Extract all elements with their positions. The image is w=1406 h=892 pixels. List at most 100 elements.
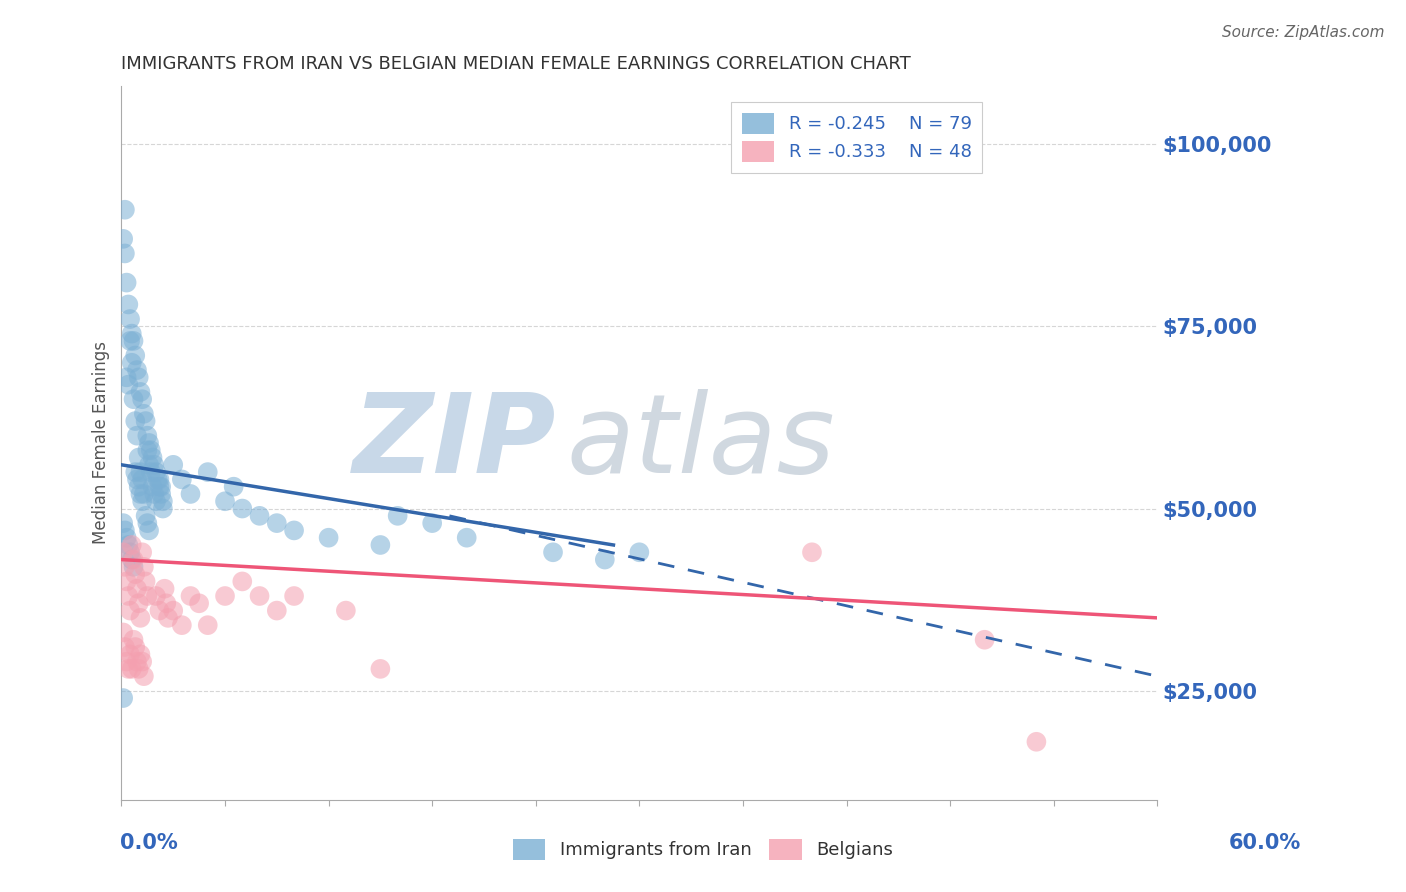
- Point: [128, 480, 150, 494]
- Point: [117, 538, 139, 552]
- Point: [121, 552, 143, 566]
- Point: [131, 392, 153, 407]
- Legend: R = -0.245    N = 79, R = -0.333    N = 48: R = -0.245 N = 79, R = -0.333 N = 48: [731, 102, 983, 172]
- Point: [121, 356, 143, 370]
- Point: [129, 648, 152, 662]
- Point: [117, 589, 139, 603]
- Point: [136, 428, 159, 442]
- Legend: Immigrants from Iran, Belgians: Immigrants from Iran, Belgians: [506, 831, 900, 867]
- Point: [179, 589, 201, 603]
- Point: [188, 596, 211, 610]
- Point: [128, 370, 150, 384]
- Point: [148, 604, 170, 618]
- Point: [152, 501, 174, 516]
- Point: [129, 611, 152, 625]
- Point: [197, 618, 219, 632]
- Point: [387, 508, 409, 523]
- Point: [117, 377, 139, 392]
- Point: [153, 582, 176, 596]
- Point: [122, 632, 145, 647]
- Point: [214, 494, 236, 508]
- Point: [129, 465, 152, 479]
- Point: [139, 443, 162, 458]
- Point: [117, 297, 139, 311]
- Point: [125, 428, 148, 442]
- Point: [128, 450, 150, 465]
- Point: [214, 589, 236, 603]
- Point: [120, 604, 142, 618]
- Point: [114, 640, 136, 654]
- Point: [125, 582, 148, 596]
- Point: [122, 334, 145, 348]
- Point: [131, 494, 153, 508]
- Point: [139, 465, 162, 479]
- Point: [114, 246, 136, 260]
- Point: [132, 407, 155, 421]
- Y-axis label: Median Female Earnings: Median Female Earnings: [93, 342, 110, 544]
- Point: [370, 662, 392, 676]
- Point: [266, 604, 288, 618]
- Point: [148, 472, 170, 486]
- Point: [115, 574, 138, 589]
- Point: [973, 632, 995, 647]
- Point: [456, 531, 478, 545]
- Point: [162, 458, 184, 472]
- Point: [124, 640, 146, 654]
- Point: [266, 516, 288, 530]
- Point: [124, 465, 146, 479]
- Point: [170, 472, 193, 486]
- Point: [593, 552, 616, 566]
- Point: [136, 589, 159, 603]
- Point: [150, 487, 173, 501]
- Point: [283, 589, 305, 603]
- Point: [115, 531, 138, 545]
- Point: [135, 508, 157, 523]
- Text: atlas: atlas: [567, 390, 835, 497]
- Point: [143, 458, 166, 472]
- Text: ZIP: ZIP: [353, 390, 557, 497]
- Point: [120, 648, 142, 662]
- Point: [117, 662, 139, 676]
- Point: [135, 574, 157, 589]
- Point: [112, 691, 135, 706]
- Point: [335, 604, 357, 618]
- Point: [132, 669, 155, 683]
- Point: [112, 545, 135, 559]
- Point: [114, 202, 136, 217]
- Point: [115, 276, 138, 290]
- Point: [132, 559, 155, 574]
- Point: [1025, 735, 1047, 749]
- Point: [122, 559, 145, 574]
- Point: [114, 559, 136, 574]
- Point: [283, 524, 305, 538]
- Point: [162, 604, 184, 618]
- Point: [138, 458, 160, 472]
- Point: [122, 552, 145, 566]
- Point: [801, 545, 824, 559]
- Point: [370, 538, 392, 552]
- Text: Source: ZipAtlas.com: Source: ZipAtlas.com: [1222, 25, 1385, 40]
- Point: [129, 487, 152, 501]
- Point: [112, 516, 135, 530]
- Point: [157, 611, 180, 625]
- Point: [138, 436, 160, 450]
- Point: [121, 662, 143, 676]
- Point: [124, 349, 146, 363]
- Point: [148, 480, 170, 494]
- Point: [146, 472, 169, 486]
- Point: [128, 596, 150, 610]
- Point: [124, 414, 146, 428]
- Point: [120, 545, 142, 559]
- Point: [138, 524, 160, 538]
- Point: [128, 662, 150, 676]
- Point: [115, 370, 138, 384]
- Point: [121, 538, 143, 552]
- Point: [136, 443, 159, 458]
- Point: [122, 392, 145, 407]
- Text: IMMIGRANTS FROM IRAN VS BELGIAN MEDIAN FEMALE EARNINGS CORRELATION CHART: IMMIGRANTS FROM IRAN VS BELGIAN MEDIAN F…: [121, 55, 911, 73]
- Point: [145, 494, 167, 508]
- Point: [114, 524, 136, 538]
- Point: [318, 531, 340, 545]
- Point: [125, 655, 148, 669]
- Point: [231, 501, 253, 516]
